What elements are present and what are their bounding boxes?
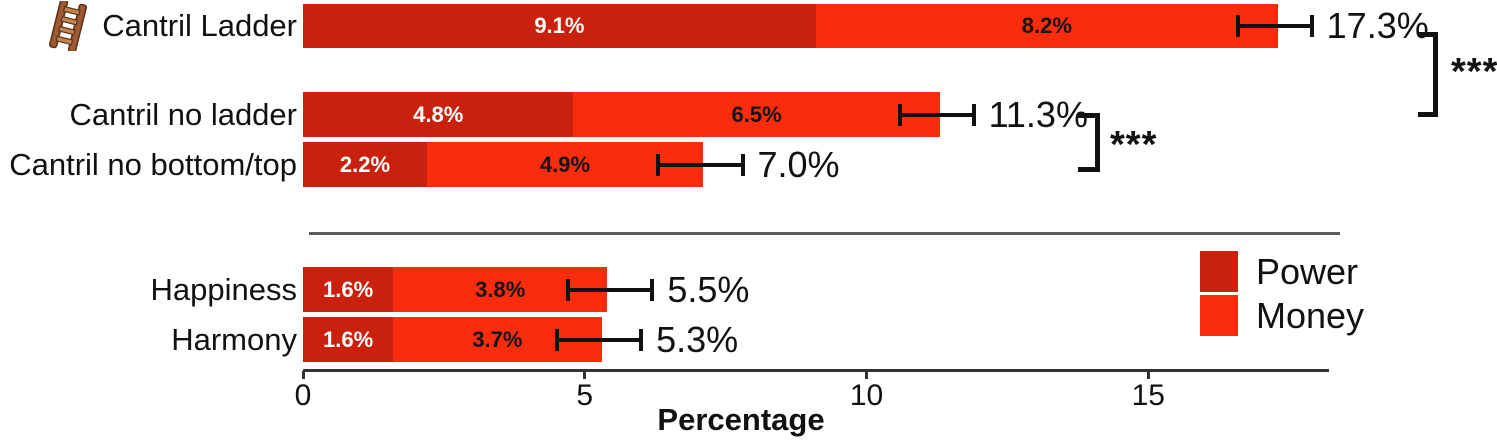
legend-swatch-money bbox=[1200, 295, 1238, 336]
row-label-0: Cantril Ladder bbox=[0, 1, 297, 51]
bar-value-power: 1.6% bbox=[323, 276, 374, 302]
x-axis-title: Percentage bbox=[657, 402, 825, 437]
group-divider-line bbox=[309, 232, 1340, 235]
sig-bracket-arm-bottom bbox=[1418, 112, 1438, 117]
row-label-2: Cantril no bottom/top bbox=[0, 142, 297, 187]
x-tick-label: 15 bbox=[1131, 379, 1165, 412]
x-tick-mark bbox=[301, 371, 305, 379]
total-value-label: 17.3% bbox=[1326, 5, 1429, 46]
sig-stars-label: *** bbox=[1110, 124, 1158, 166]
bar-segment-power bbox=[303, 142, 427, 187]
error-bar-cap-right bbox=[639, 328, 644, 351]
row-label-text: Cantril Ladder bbox=[102, 8, 297, 43]
bar-value-money: 4.9% bbox=[539, 151, 591, 177]
row-label-4: Harmony bbox=[0, 317, 297, 362]
bar-value-money: 3.7% bbox=[472, 326, 523, 352]
sig-bracket-vertical bbox=[1095, 113, 1100, 172]
bar-segment-power bbox=[303, 317, 394, 362]
legend-label-power: Power bbox=[1256, 251, 1359, 292]
sig-bracket-arm-bottom bbox=[1078, 167, 1100, 172]
bar-segment-power bbox=[303, 4, 816, 48]
row-label-3: Happiness bbox=[0, 267, 297, 312]
bar-value-power: 2.2% bbox=[339, 151, 391, 177]
error-bar-line bbox=[1238, 24, 1312, 28]
error-bar-cap-right bbox=[1309, 15, 1314, 37]
total-value-label: 5.3% bbox=[656, 318, 739, 360]
sig-stars-label: *** bbox=[1451, 51, 1497, 93]
bar-segment-money bbox=[573, 92, 940, 137]
bar-value-money: 8.2% bbox=[1021, 13, 1072, 38]
x-tick-mark bbox=[865, 371, 868, 379]
error-bar-line bbox=[567, 287, 653, 292]
x-tick-mark bbox=[583, 371, 587, 379]
error-bar-line bbox=[658, 162, 743, 167]
bar-segment-money bbox=[815, 4, 1278, 48]
error-bar-cap-left bbox=[554, 328, 559, 351]
legend-label-money: Money bbox=[1256, 295, 1365, 336]
x-tick-mark bbox=[1146, 371, 1150, 379]
legend-item-money: Money bbox=[1200, 295, 1364, 336]
error-bar-cap-left bbox=[1236, 15, 1241, 37]
bar-segment-power bbox=[303, 267, 394, 312]
row-label-text: Happiness bbox=[150, 271, 297, 307]
bar-value-power: 9.1% bbox=[534, 13, 585, 38]
bar-value-power: 1.6% bbox=[323, 326, 374, 352]
total-value-label: 5.5% bbox=[667, 268, 750, 310]
x-axis-line bbox=[303, 369, 1329, 372]
error-bar-cap-left bbox=[898, 103, 903, 126]
error-bar-cap-right bbox=[740, 153, 745, 176]
error-bar-cap-right bbox=[650, 278, 655, 301]
bar-value-power: 4.8% bbox=[413, 101, 464, 127]
bar-segment-power bbox=[303, 92, 574, 137]
error-bar-line bbox=[900, 112, 974, 117]
x-tick-label: 10 bbox=[849, 379, 884, 412]
sig-bracket-arm-top bbox=[1078, 113, 1100, 118]
bar-value-money: 6.5% bbox=[731, 101, 782, 127]
x-tick-label: 5 bbox=[576, 379, 594, 412]
error-bar-cap-left bbox=[656, 153, 660, 176]
error-bar-line bbox=[556, 337, 642, 342]
row-label-text: Cantril no bottom/top bbox=[9, 146, 297, 182]
legend-swatch-power bbox=[1200, 251, 1238, 292]
error-bar-cap-right bbox=[971, 103, 976, 126]
ladder-icon bbox=[49, 1, 88, 51]
x-tick-label: 0 bbox=[294, 379, 312, 412]
error-bar-cap-left bbox=[565, 278, 570, 301]
row-label-text: Cantril no ladder bbox=[69, 96, 297, 132]
sig-bracket-arm-top bbox=[1418, 32, 1438, 37]
legend: Power Money bbox=[1200, 251, 1364, 336]
sig-bracket-vertical bbox=[1433, 32, 1438, 117]
row-label-text: Harmony bbox=[171, 321, 297, 357]
total-value-label: 11.3% bbox=[988, 93, 1088, 135]
total-value-label: 7.0% bbox=[757, 143, 840, 185]
row-label-1: Cantril no ladder bbox=[0, 92, 297, 137]
bar-value-money: 3.8% bbox=[475, 276, 526, 302]
legend-item-power: Power bbox=[1200, 251, 1364, 292]
